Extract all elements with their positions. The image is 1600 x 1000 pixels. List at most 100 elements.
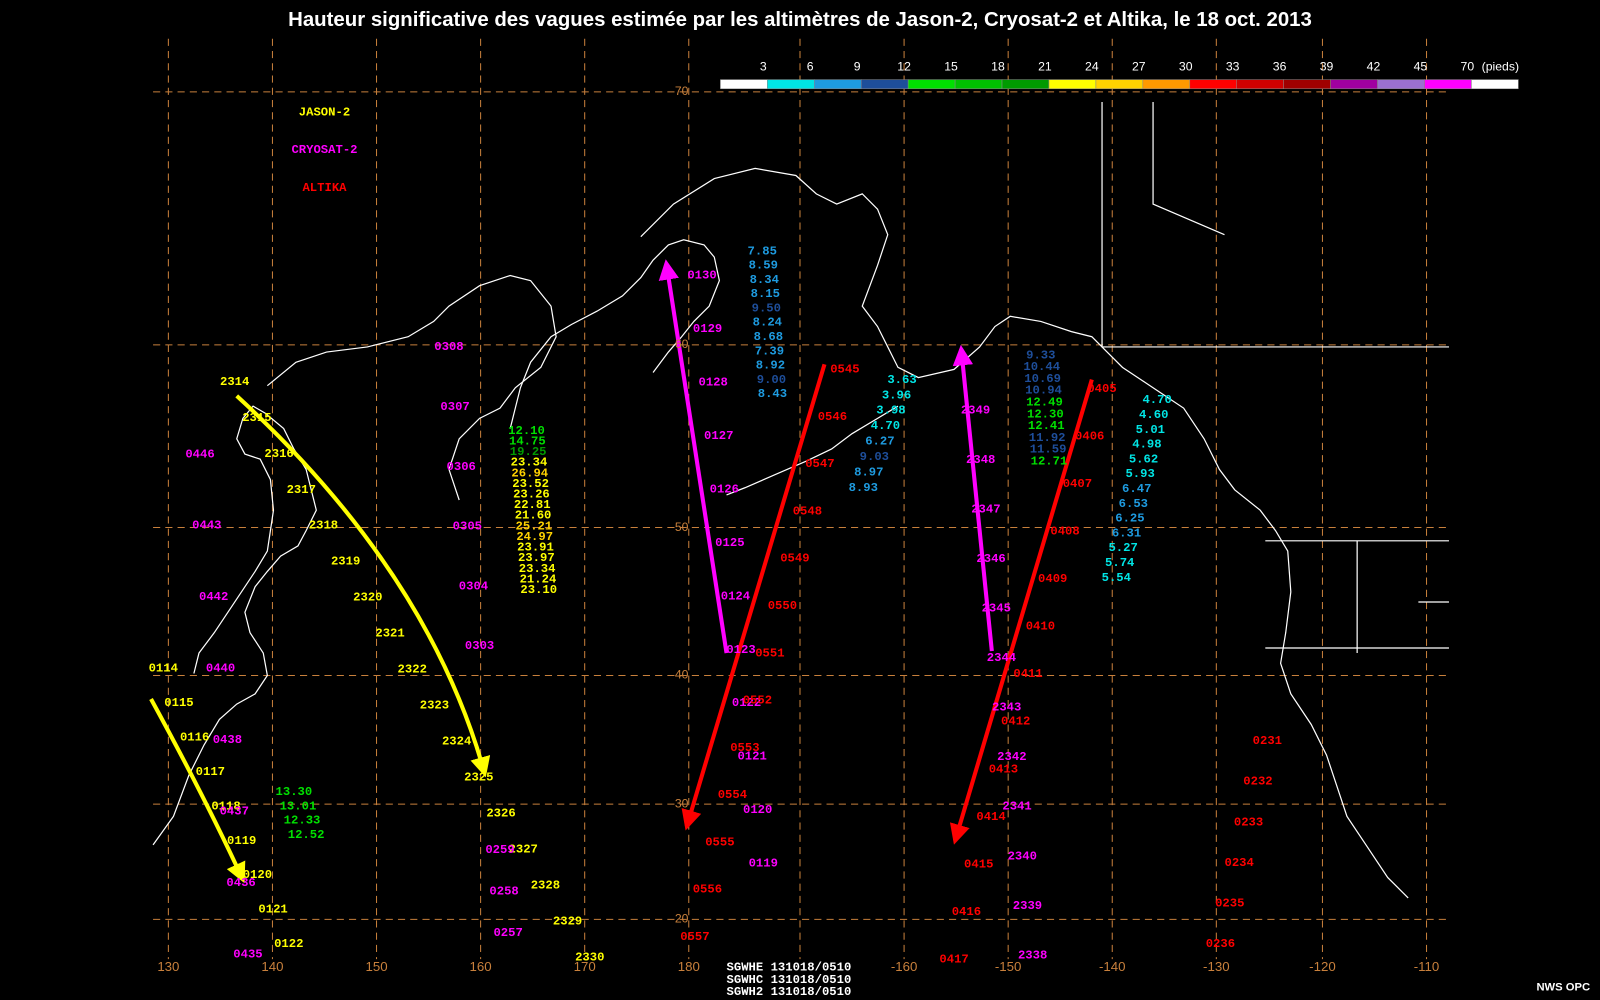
colorbar-tick: 70 (1461, 60, 1475, 74)
wave-height: 4.98 (1132, 438, 1161, 452)
pass-time: 0127 (704, 429, 733, 443)
grid (153, 38, 1449, 960)
wave-height: 4.70 (1142, 393, 1171, 407)
wave-height: 12.71 (1031, 454, 1068, 468)
colorbar-swatch (1283, 79, 1331, 90)
pass-time: 0551 (755, 646, 784, 660)
arrow (658, 259, 729, 654)
wave-height: 12.10 (508, 424, 545, 438)
pass-time: 2340 (1008, 849, 1037, 863)
pass-time: 0120 (743, 803, 772, 817)
lat-label: 30 (675, 796, 689, 810)
credit: NWS OPC (1536, 982, 1590, 994)
wave-height: 9.03 (860, 450, 889, 464)
pass-time: 0303 (465, 639, 494, 653)
pass-time: 0232 (1243, 775, 1272, 789)
pass-time: 0118 (211, 799, 240, 813)
wave-height: 22.81 (514, 498, 551, 512)
pass-time: 0547 (805, 457, 834, 471)
pass-time: 0235 (1215, 896, 1244, 910)
pass-time: 2314 (220, 375, 249, 389)
pass-time: 0122 (732, 696, 761, 710)
pass-time: 2328 (531, 878, 560, 892)
pass-time: 0306 (447, 460, 476, 474)
pass-time: 0123 (726, 643, 755, 657)
legend-entry: CRYOSAT-2 (291, 143, 357, 157)
colorbar-swatch (814, 79, 862, 90)
pass-time: 2320 (353, 591, 382, 605)
wave-height: 21.24 (520, 572, 557, 586)
wave-height: 10.94 (1025, 384, 1062, 398)
lon-label: -130 (1203, 959, 1230, 974)
colorbar-tick: 39 (1320, 60, 1334, 74)
wave-height: 11.59 (1030, 443, 1067, 457)
pass-time: 0546 (818, 410, 847, 424)
pass-time: 2317 (287, 483, 316, 497)
wave-height: 8.43 (758, 387, 787, 401)
pass-time: 0438 (213, 733, 242, 747)
pass-time: 2323 (420, 699, 449, 713)
colorbar-swatch (1142, 79, 1191, 90)
wave-height: 21.60 (515, 509, 552, 523)
colorbar-tick: 9 (854, 60, 861, 74)
lon-label: 180 (678, 959, 700, 974)
pass-time: 0259 (485, 843, 514, 857)
footer-line: SGWHC 131018/0510 (727, 973, 852, 987)
pass-time: 2326 (486, 806, 515, 820)
lon-label: -140 (1099, 959, 1126, 974)
colorbar-tick: 27 (1132, 60, 1146, 74)
pass-time: 0128 (698, 376, 727, 390)
arrows (149, 259, 1094, 884)
wave-height: 9.00 (757, 373, 786, 387)
pass-time: 0554 (718, 788, 747, 802)
wave-height: 7.85 (748, 244, 777, 258)
arrow (235, 394, 491, 778)
arrow (952, 344, 994, 652)
colorbar-swatch (1095, 79, 1144, 90)
wave-height: 4.60 (1139, 408, 1168, 422)
wave-height: 25.21 (516, 519, 553, 533)
wave-height: 8.34 (750, 273, 779, 287)
pass-time: 2338 (1018, 948, 1047, 962)
wave-height: 5.74 (1105, 556, 1134, 570)
colorbar-tick: 15 (944, 60, 958, 74)
pass-time: 0414 (976, 810, 1005, 824)
footer-line: SGWHE 131018/0510 (727, 961, 852, 975)
colorbar-tick: 18 (991, 60, 1005, 74)
wave-height: 12.41 (1028, 419, 1065, 433)
pass-time: 2318 (309, 519, 338, 533)
wave-height: 5.01 (1136, 423, 1165, 437)
lat-label: 60 (675, 337, 689, 351)
pass-time: 2344 (987, 651, 1016, 665)
wave-height: 23.52 (512, 477, 549, 491)
lat-label: 70 (675, 84, 689, 98)
pass-time: 0409 (1038, 572, 1067, 586)
wave-height: 4.70 (871, 419, 900, 433)
arrow (149, 697, 246, 884)
pass-time: 0446 (185, 447, 214, 461)
wave-height: 8.92 (756, 359, 785, 373)
lat-label: 40 (675, 668, 689, 682)
lon-label: -120 (1309, 959, 1336, 974)
colorbar-tick: 6 (807, 60, 814, 74)
lon-label: 160 (470, 959, 492, 974)
pass-time: 0548 (793, 504, 822, 518)
colorbar-swatch (860, 79, 909, 90)
lon-label: -150 (995, 959, 1022, 974)
pass-time: 0307 (440, 400, 469, 414)
wave-height: 13.30 (276, 785, 313, 799)
wave-height: 8.97 (854, 466, 883, 480)
pass-time: 0129 (693, 322, 722, 336)
wave-height: 23.10 (520, 583, 557, 597)
lat-label: 50 (675, 520, 689, 534)
pass-time: 0258 (489, 885, 518, 899)
pass-time: 2327 (509, 842, 538, 856)
wave-height: 9.50 (752, 301, 781, 315)
pass-time: 0440 (206, 662, 235, 676)
wave-height: 12.52 (288, 828, 325, 842)
pass-time: 2315 (242, 411, 271, 425)
pass-time: 0405 (1087, 382, 1116, 396)
pass-time: 0305 (453, 520, 482, 534)
wave-height: 8.59 (749, 259, 778, 273)
